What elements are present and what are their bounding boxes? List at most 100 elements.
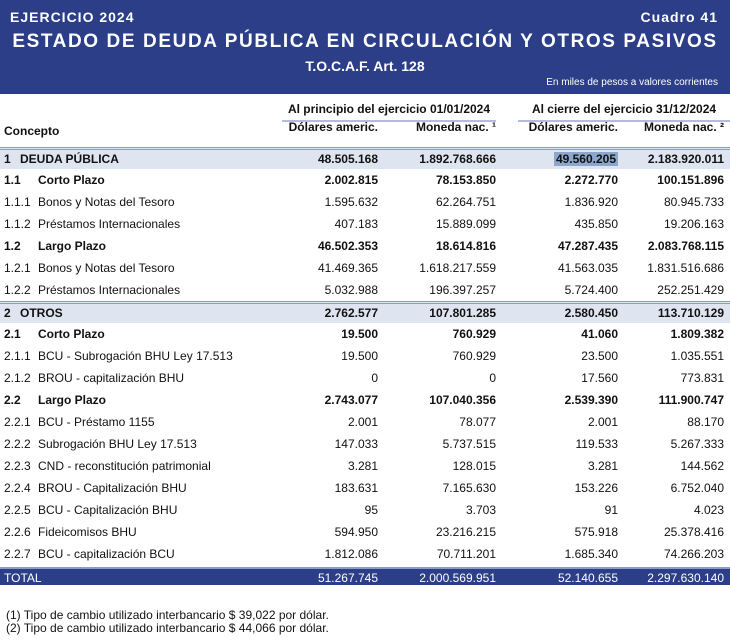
cell-value: 773.831 [680,371,724,385]
table-cell: 5.724.400 [508,279,618,301]
row-label: Corto Plazo [38,173,105,187]
row-code: 2.2.2 [4,437,31,451]
cell-value: 19.500 [341,327,378,341]
col-concepto: Concepto [4,124,60,138]
table-cell: 46.502.353 [268,235,378,257]
row-code: 2.1.1 [4,349,31,363]
table-row: 2 OTROS 2.762.577 107.801.285 2.580.450 113.7… [0,301,730,323]
table-cell: 407.183 [268,213,378,235]
table-cell: 23.500 [508,345,618,367]
cell-value: 23.500 [581,349,618,363]
table-cell: 2.001 [268,411,378,433]
cell-value: 2.001 [587,415,618,429]
table-cell: 62.264.751 [386,191,496,213]
cell-value: 2.297.630.140 [647,571,724,585]
table-cell: 78.077 [386,411,496,433]
cell-value: 107.801.285 [429,306,496,320]
table-cell: 147.033 [268,433,378,455]
table-cell: 5.032.988 [268,279,378,301]
cell-value: 78.153.850 [435,173,496,187]
cell-value: 594.950 [334,525,378,539]
row-label: Préstamos Internacionales [38,217,181,231]
cell-value: 23.216.215 [435,525,496,539]
cell-value: 19.500 [341,349,378,363]
cell-value: 128.015 [452,459,496,473]
table-cell: 47.287.435 [508,235,618,257]
header-banner: EJERCICIO 2024 Cuadro 41 ESTADO DE DEUDA… [0,0,730,94]
cell-value: 1.618.217.559 [419,261,496,275]
group-header-start: Al principio del ejercicio 01/01/2024 [282,102,496,122]
cell-value: 62.264.751 [435,195,496,209]
subtitle: T.O.C.A.F. Art. 128 [305,58,425,74]
table-cell: 3.281 [268,455,378,477]
cell-value: 575.918 [574,525,618,539]
cell-value: 95 [364,503,378,517]
table-cell: 19.500 [268,345,378,367]
cell-value: 49.560.205 [553,152,618,166]
table-cell: 3.281 [508,455,618,477]
row-code: 1 [4,152,11,166]
cell-value: 3.281 [587,459,618,473]
row-code: 2.2.7 [4,547,31,561]
cell-value: 5.737.515 [442,437,496,451]
cell-value: 3.703 [465,503,496,517]
cell-value: 2.743.077 [324,393,378,407]
row-code: 1.1.1 [4,195,31,209]
row-label: Bonos y Notas del Tesoro [38,195,175,209]
table-row: 2.2 Largo Plazo 2.743.077 107.040.356 2.539.… [0,389,730,411]
table-cell: 435.850 [508,213,618,235]
cell-value: 147.033 [334,437,378,451]
cell-value: 70.711.201 [436,547,496,561]
cell-value: 1.809.382 [670,327,724,341]
cell-value: 15.889.099 [435,217,496,231]
table-cell: 594.950 [268,521,378,543]
table-cell: 773.831 [614,367,724,389]
table-cell: 1.836.920 [508,191,618,213]
row-label: OTROS [20,306,63,320]
cell-value: 3.281 [347,459,378,473]
table-cell: 78.153.850 [386,169,496,191]
cell-value: 2.580.450 [564,306,618,320]
row-label: BCU - Subrogación BHU Ley 17.513 [38,349,233,363]
row-code: 1.1.2 [4,217,31,231]
cell-value: 1.892.768.666 [419,152,496,166]
cuadro-number: Cuadro 41 [640,9,718,25]
row-label: BROU - capitalización BHU [38,371,185,385]
row-label: TOTAL [4,571,42,585]
cell-value: 2.539.390 [564,393,618,407]
row-label: BCU - Capitalización BHU [38,503,178,517]
cell-value: 196.397.257 [429,283,496,297]
cell-value: 41.563.035 [557,261,618,275]
cell-value: 1.836.920 [564,195,618,209]
table-row: 1.2 Largo Plazo 46.502.353 18.614.816 47.287… [0,235,730,257]
table-cell: 2.002.815 [268,169,378,191]
table-cell: 0 [386,367,496,389]
cell-value: 91 [604,503,618,517]
debt-table: 1 DEUDA PÚBLICA 48.505.168 1.892.768.666 49.… [0,147,730,585]
row-code: 1.2.1 [4,261,31,275]
cell-value: 2.001 [347,415,378,429]
cell-value: 41.060 [581,327,618,341]
table-cell: 2.183.920.011 [614,150,724,169]
cell-value: 7.165.630 [442,481,496,495]
table-cell: 51.267.745 [268,569,378,587]
table-cell: 2.762.577 [268,304,378,323]
row-label: Largo Plazo [38,393,107,407]
cell-value: 80.945.733 [663,195,724,209]
table-cell: 2.000.569.951 [386,569,496,587]
cell-value: 1.595.632 [324,195,378,209]
row-label: Bonos y Notas del Tesoro [38,261,175,275]
cell-value: 111.900.747 [658,393,724,407]
row-label: DEUDA PÚBLICA [20,152,119,166]
row-label: BCU - Préstamo 1155 [38,415,155,429]
table-row: 2.2.5 BCU - Capitalización BHU 95 3.703 91 4.… [0,499,730,521]
cell-value: 88.170 [687,415,724,429]
cell-value: 48.505.168 [317,152,378,166]
cell-value: 1.831.516.686 [647,261,724,275]
table-row: 2.2.6 Fideicomisos BHU 594.950 23.216.215 57… [0,521,730,543]
table-cell: 119.533 [508,433,619,455]
row-label: Subrogación BHU Ley 17.513 [38,437,197,451]
cell-value: 1.812.086 [324,547,378,561]
table-cell: 111.900.747 [614,389,724,411]
row-code: 2 [4,306,11,320]
